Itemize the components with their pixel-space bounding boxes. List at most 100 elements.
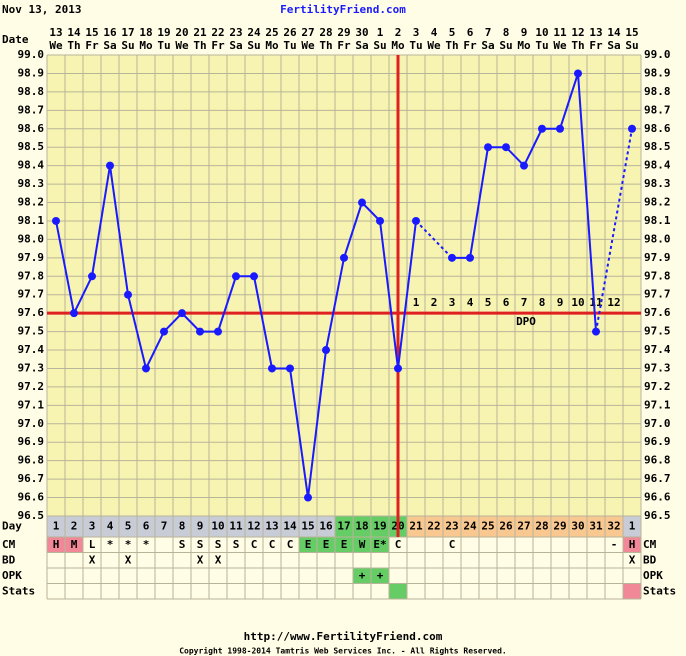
cell-highlight: [191, 516, 209, 537]
weekday-label: Th: [193, 39, 206, 52]
temperature-point: [250, 272, 258, 281]
temperature-point: [376, 216, 384, 225]
y-tick-label: 98.1: [18, 214, 45, 227]
cell-text: H: [53, 538, 60, 551]
date-label: 26: [283, 26, 297, 39]
y-tick-label: 98.8: [18, 85, 45, 98]
weekday-label: Su: [373, 39, 386, 52]
footer-url[interactable]: http://www.FertilityFriend.com: [244, 630, 443, 643]
y2-tick-label: 96.7: [644, 472, 671, 485]
cell-text: 32: [607, 520, 620, 533]
cell-highlight: [209, 516, 227, 537]
cell-text: 12: [247, 520, 260, 533]
cell-highlight: [587, 516, 605, 537]
y-tick-label: 96.8: [18, 454, 45, 467]
y-tick-label: 96.6: [18, 491, 45, 504]
weekday-label: Tu: [283, 39, 296, 52]
temperature-point: [286, 364, 294, 373]
cell-text: 10: [211, 520, 224, 533]
date-label: 15: [625, 26, 638, 39]
y2-tick-label: 97.3: [644, 361, 671, 374]
date-label: 24: [247, 26, 261, 39]
cell-highlight: [335, 516, 353, 537]
row-label: OPK: [2, 569, 22, 582]
temperature-point: [214, 327, 222, 336]
cell-text: 14: [283, 520, 297, 533]
weekday-label: Su: [499, 39, 512, 52]
dpo-number: 6: [503, 296, 510, 309]
chart-title[interactable]: FertilityFriend.com: [280, 3, 406, 16]
date-label: 21: [193, 26, 207, 39]
y2-tick-label: 98.9: [644, 66, 671, 79]
cell-text: 1: [629, 520, 636, 533]
cell-highlight: [47, 537, 65, 553]
cell-highlight: [299, 537, 317, 553]
temperature-point: [448, 253, 456, 262]
cell-highlight: [515, 516, 533, 537]
cell-text: X: [215, 553, 222, 566]
cell-text: 15: [301, 520, 314, 533]
cell-highlight: [569, 516, 587, 537]
cell-text: M: [71, 538, 78, 551]
weekday-label: We: [427, 39, 441, 52]
y-tick-label: 97.8: [18, 269, 45, 282]
weekday-label: Sa: [103, 39, 116, 52]
cell-text: 26: [499, 520, 513, 533]
weekday-label: Sa: [355, 39, 368, 52]
cell-text: S: [215, 538, 222, 551]
y2-tick-label: 96.6: [644, 491, 671, 504]
cell-highlight: [461, 516, 479, 537]
temperature-point: [394, 364, 402, 373]
cell-highlight: [317, 537, 335, 553]
cell-text: 24: [463, 520, 477, 533]
dpo-label: DPO: [516, 315, 536, 328]
y-tick-label: 98.6: [18, 122, 45, 135]
row-label-right: OPK: [643, 569, 663, 582]
y-tick-label: 97.6: [18, 306, 45, 319]
cell-text: 16: [319, 520, 333, 533]
temperature-point: [160, 327, 168, 336]
y-tick-label: 97.9: [18, 251, 45, 264]
cell-highlight: [83, 516, 101, 537]
weekday-label: We: [49, 39, 63, 52]
cell-highlight: [281, 516, 299, 537]
weekday-label: Sa: [229, 39, 242, 52]
y2-tick-label: 98.4: [644, 159, 671, 172]
cell-text: E: [341, 538, 348, 551]
dpo-number: 3: [449, 296, 456, 309]
cell-highlight: [605, 516, 623, 537]
weekday-label: Mo: [139, 39, 153, 52]
cell-text: S: [233, 538, 240, 551]
date-label: 13: [49, 26, 62, 39]
y2-tick-label: 98.1: [644, 214, 671, 227]
row-label: CM: [2, 538, 16, 551]
cell-highlight: [371, 568, 389, 584]
weekday-label: We: [553, 39, 567, 52]
y-tick-label: 96.5: [18, 509, 45, 522]
cell-text: 3: [89, 520, 96, 533]
y2-tick-label: 98.5: [644, 140, 671, 153]
y-tick-label: 98.9: [18, 66, 45, 79]
weekday-label: Th: [319, 39, 332, 52]
dpo-number: 2: [431, 296, 438, 309]
temperature-point: [52, 216, 60, 225]
date-label: 30: [355, 26, 368, 39]
y-tick-label: 97.4: [18, 343, 45, 356]
temperature-point: [538, 124, 546, 133]
cell-highlight: [47, 516, 65, 537]
cell-highlight: [353, 516, 371, 537]
y2-tick-label: 97.7: [644, 288, 671, 301]
y2-tick-label: 97.9: [644, 251, 671, 264]
date-label: 25: [265, 26, 278, 39]
cell-text: X: [89, 553, 96, 566]
weekday-label: Fr: [85, 39, 99, 52]
weekday-label: Th: [67, 39, 80, 52]
temperature-point: [178, 309, 186, 318]
date-label: 2: [395, 26, 402, 39]
date-label: 20: [175, 26, 188, 39]
weekday-label: Th: [445, 39, 458, 52]
cell-highlight: [263, 516, 281, 537]
y-tick-label: 96.7: [18, 472, 45, 485]
cell-text: E: [323, 538, 330, 551]
temperature-point: [268, 364, 276, 373]
